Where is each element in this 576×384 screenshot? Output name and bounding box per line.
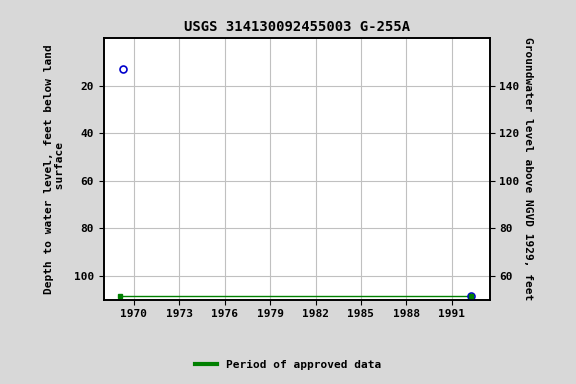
Title: USGS 314130092455003 G-255A: USGS 314130092455003 G-255A <box>184 20 410 35</box>
Y-axis label: Depth to water level, feet below land
 surface: Depth to water level, feet below land su… <box>44 44 65 294</box>
Y-axis label: Groundwater level above NGVD 1929, feet: Groundwater level above NGVD 1929, feet <box>524 37 533 301</box>
Legend: Period of approved data: Period of approved data <box>191 356 385 375</box>
